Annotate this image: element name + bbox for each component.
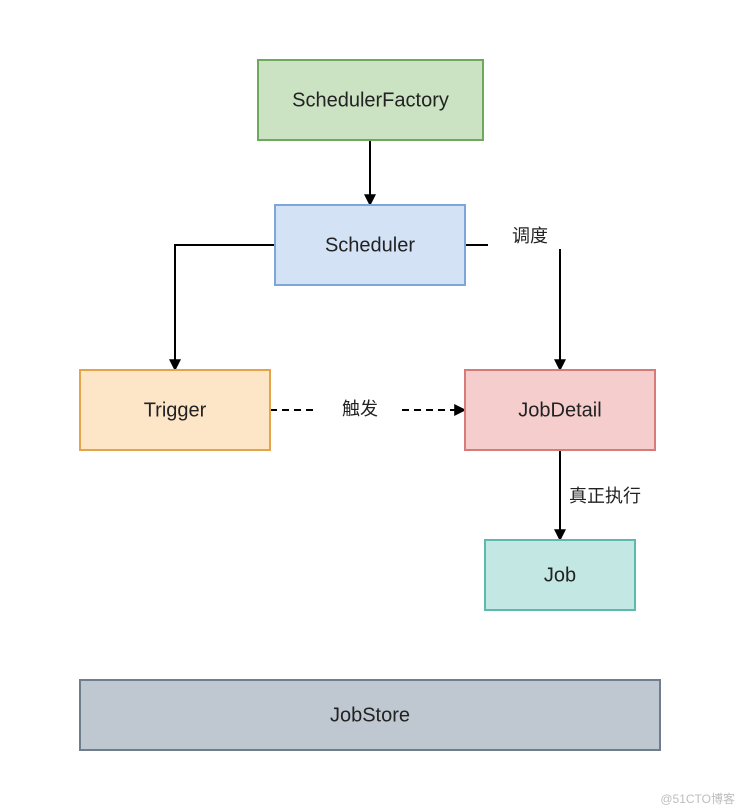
node-label-jobdetail: JobDetail — [518, 399, 601, 421]
edge-label-jobdetail-job: 真正执行 — [569, 486, 641, 506]
edge-label-scheduler-jobdetail: 调度 — [512, 226, 548, 246]
node-jobdetail: JobDetail — [465, 370, 655, 450]
node-label-scheduler: Scheduler — [325, 234, 415, 256]
node-trigger: Trigger — [80, 370, 270, 450]
node-label-factory: SchedulerFactory — [292, 89, 449, 111]
node-factory: SchedulerFactory — [258, 60, 483, 140]
node-jobstore: JobStore — [80, 680, 660, 750]
node-label-jobstore: JobStore — [330, 704, 410, 726]
watermark: @51CTO博客 — [660, 791, 735, 806]
node-label-trigger: Trigger — [144, 399, 207, 421]
diagram-canvas: 调度触发真正执行 SchedulerFactory Scheduler Trigger… — [0, 0, 740, 810]
edge-label-trigger-jobdetail: 触发 — [342, 399, 378, 419]
node-label-job: Job — [544, 564, 576, 586]
node-job: Job — [485, 540, 635, 610]
node-scheduler: Scheduler — [275, 205, 465, 285]
